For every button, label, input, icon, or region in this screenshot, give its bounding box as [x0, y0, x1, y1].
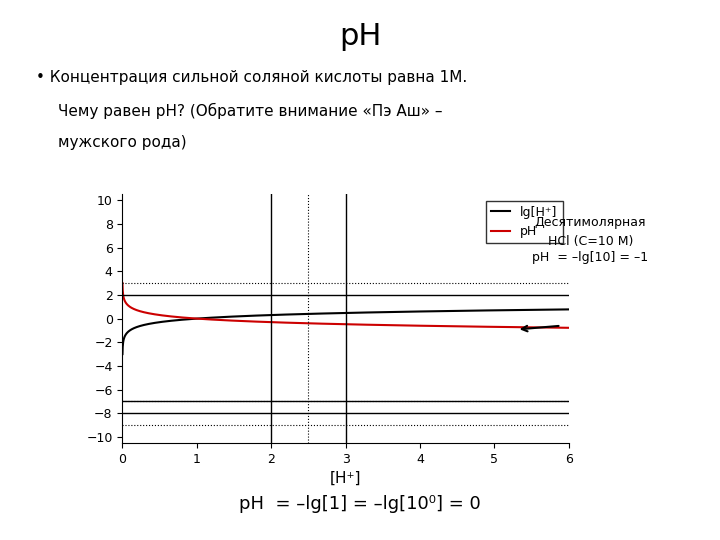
lg[H⁺]	[552, 306, 560, 313]
lg[H⁺]	[336, 310, 344, 316]
lg[H⁺]	[118, 351, 127, 357]
Text: pH: pH	[339, 22, 381, 51]
Text: Чему равен pH? (Обратите внимание «Пэ Аш» –: Чему равен pH? (Обратите внимание «Пэ Аш…	[58, 103, 442, 119]
lg[H⁺]	[323, 310, 332, 316]
Legend: lg[H⁺], pH: lg[H⁺], pH	[487, 201, 562, 243]
lg[H⁺]	[469, 307, 478, 314]
pH	[552, 325, 560, 331]
Text: HCl (C=10 М): HCl (C=10 М)	[548, 235, 633, 248]
pH	[141, 309, 150, 316]
pH	[552, 325, 560, 331]
lg[H⁺]	[141, 321, 150, 328]
lg[H⁺]	[552, 306, 560, 313]
Text: pH  = –lg[10] = –1: pH = –lg[10] = –1	[532, 251, 649, 264]
pH	[469, 323, 478, 330]
pH	[323, 321, 332, 327]
Line: pH: pH	[122, 283, 569, 328]
pH	[118, 280, 127, 286]
Line: lg[H⁺]: lg[H⁺]	[122, 309, 569, 354]
Text: pH  = –lg[1] = –lg[10⁰] = 0: pH = –lg[1] = –lg[10⁰] = 0	[239, 495, 481, 513]
Text: мужского рода): мужского рода)	[58, 135, 186, 150]
pH	[336, 321, 344, 327]
lg[H⁺]	[564, 306, 573, 313]
Text: • Концентрация сильной соляной кислоты равна 1М.: • Концентрация сильной соляной кислоты р…	[36, 70, 467, 85]
X-axis label: [H⁺]: [H⁺]	[330, 471, 361, 486]
pH	[564, 325, 573, 331]
Text: Десятимолярная: Десятимолярная	[535, 216, 646, 229]
